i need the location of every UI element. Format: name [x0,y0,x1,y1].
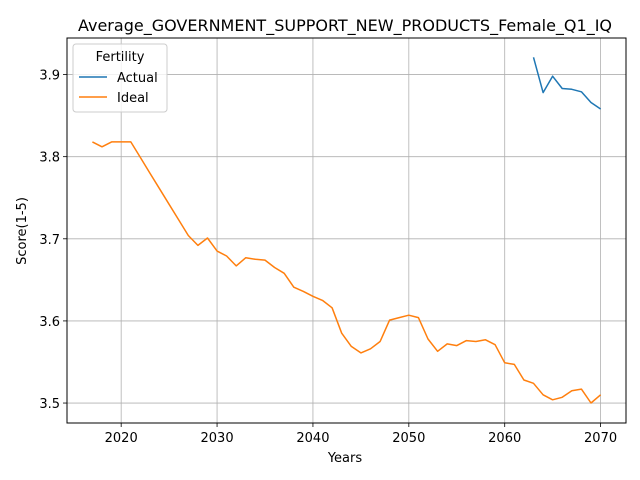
chart-title: Average_GOVERNMENT_SUPPORT_NEW_PRODUCTS_… [78,16,612,36]
series-line-ideal [92,141,602,404]
y-axis-label: Score(1-5) [15,197,30,265]
legend-label-ideal: Ideal [117,91,149,106]
y-tick-label: 3.9 [39,69,60,84]
x-axis-ticks: 2020 2030 2040 2050 2060 2070 [105,423,617,446]
x-tick-label: 2030 [201,431,234,446]
legend-box [72,43,168,113]
legend-label-actual: Actual [117,71,158,86]
y-axis-ticks: 3.5 3.6 3.7 3.8 3.9 [39,69,67,412]
legend-title: Fertility [96,50,145,65]
series-lines [92,57,602,404]
y-tick-label: 3.5 [39,397,60,412]
y-tick-label: 3.6 [39,315,60,330]
grid-lines [67,38,626,423]
x-tick-label: 2060 [488,431,521,446]
plot-frame [66,37,627,424]
x-tick-label: 2050 [392,431,425,446]
x-tick-label: 2040 [296,431,329,446]
y-tick-label: 3.8 [39,151,60,166]
series-line-actual [532,57,602,110]
x-tick-label: 2020 [105,431,138,446]
x-tick-label: 2070 [584,431,617,446]
y-tick-label: 3.7 [39,233,60,248]
legend: Fertility Actual Ideal [72,43,168,113]
x-axis-label: Years [327,451,363,466]
